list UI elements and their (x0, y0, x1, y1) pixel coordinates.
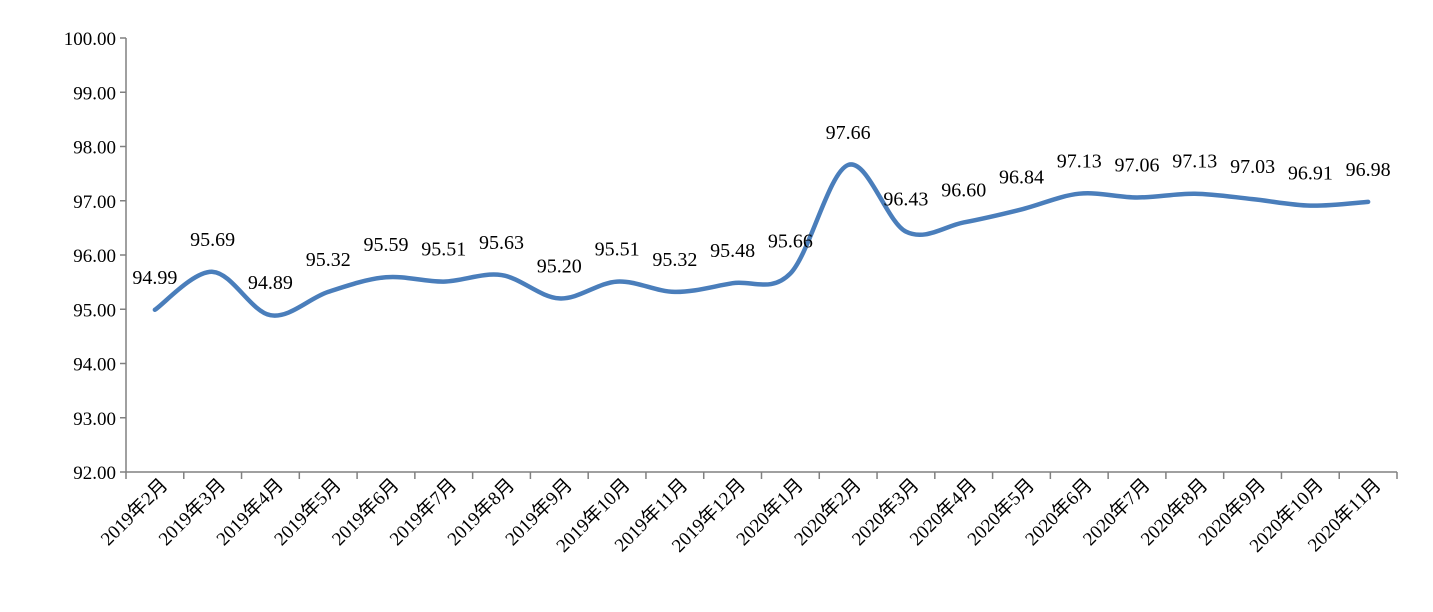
data-label: 95.69 (190, 229, 235, 251)
data-label: 95.32 (652, 249, 697, 271)
data-label: 97.66 (826, 122, 871, 144)
data-label: 95.63 (479, 232, 524, 254)
y-tick-label: 95.00 (73, 300, 116, 321)
data-label: 97.13 (1172, 151, 1217, 173)
data-label: 97.13 (1057, 151, 1102, 173)
data-label: 96.84 (999, 166, 1044, 188)
y-tick-label: 94.00 (73, 355, 116, 376)
y-axis: 92.00 93.00 94.00 95.00 96.00 97.00 98.00 99.00… (64, 29, 127, 484)
series-layer (152, 162, 1371, 318)
data-label: 96.43 (883, 189, 928, 211)
y-tick-label: 96.00 (73, 246, 116, 267)
data-label: 95.32 (306, 249, 351, 271)
data-label: 96.91 (1288, 163, 1333, 185)
data-label: 95.51 (595, 239, 640, 261)
data-label: 95.20 (537, 255, 582, 277)
data-label: 96.98 (1346, 159, 1391, 181)
y-tick-label: 98.00 (73, 138, 116, 159)
data-label: 97.06 (1115, 154, 1160, 176)
data-label: 95.66 (768, 230, 813, 252)
y-tick-label: 99.00 (73, 83, 116, 104)
data-label: 96.60 (941, 179, 986, 201)
data-label: 94.99 (132, 267, 177, 289)
y-tick-label: 97.00 (73, 192, 116, 213)
data-label: 95.59 (363, 234, 408, 256)
data-label: 95.48 (710, 240, 755, 262)
y-tick-label: 100.00 (64, 29, 116, 50)
series-line (152, 162, 1371, 318)
y-tick-label: 93.00 (73, 409, 116, 430)
data-label: 97.03 (1230, 156, 1275, 178)
data-labels-layer: 94.99 95.69 94.89 95.32 95.59 95.51 95.63 95.20… (132, 122, 1390, 294)
y-tick-label: 92.00 (73, 463, 116, 484)
data-label: 95.51 (421, 239, 466, 261)
x-axis: 2019年2月2019年3月2019年4月2019年5月2019年6月2019年… (96, 471, 1398, 557)
data-label: 94.89 (248, 272, 293, 294)
